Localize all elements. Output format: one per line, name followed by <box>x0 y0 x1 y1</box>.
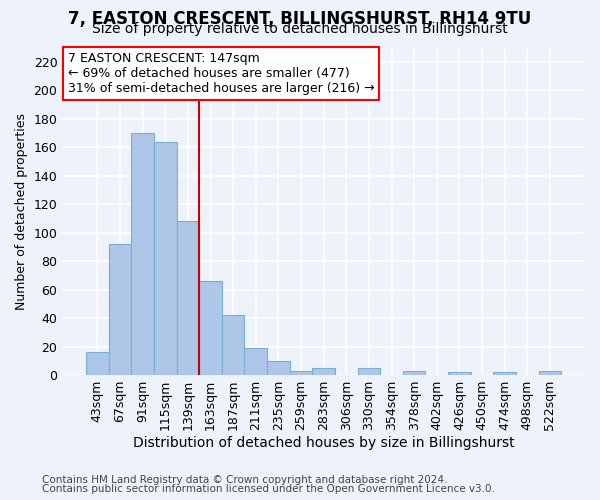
Bar <box>244 348 267 375</box>
Bar <box>86 352 109 375</box>
Bar <box>313 368 335 375</box>
X-axis label: Distribution of detached houses by size in Billingshurst: Distribution of detached houses by size … <box>133 436 514 450</box>
Bar <box>448 372 471 375</box>
Bar <box>493 372 516 375</box>
Bar <box>222 316 244 375</box>
Text: Contains HM Land Registry data © Crown copyright and database right 2024.: Contains HM Land Registry data © Crown c… <box>42 475 448 485</box>
Bar <box>358 368 380 375</box>
Bar <box>403 371 425 375</box>
Bar <box>154 142 176 375</box>
Bar <box>539 371 561 375</box>
Text: Contains public sector information licensed under the Open Government Licence v3: Contains public sector information licen… <box>42 484 495 494</box>
Bar <box>199 281 222 375</box>
Y-axis label: Number of detached properties: Number of detached properties <box>15 113 28 310</box>
Text: 7, EASTON CRESCENT, BILLINGSHURST, RH14 9TU: 7, EASTON CRESCENT, BILLINGSHURST, RH14 … <box>68 10 532 28</box>
Text: Size of property relative to detached houses in Billingshurst: Size of property relative to detached ho… <box>92 22 508 36</box>
Bar <box>176 222 199 375</box>
Bar <box>109 244 131 375</box>
Bar <box>267 361 290 375</box>
Bar <box>131 133 154 375</box>
Text: 7 EASTON CRESCENT: 147sqm
← 69% of detached houses are smaller (477)
31% of semi: 7 EASTON CRESCENT: 147sqm ← 69% of detac… <box>68 52 374 96</box>
Bar <box>290 371 313 375</box>
